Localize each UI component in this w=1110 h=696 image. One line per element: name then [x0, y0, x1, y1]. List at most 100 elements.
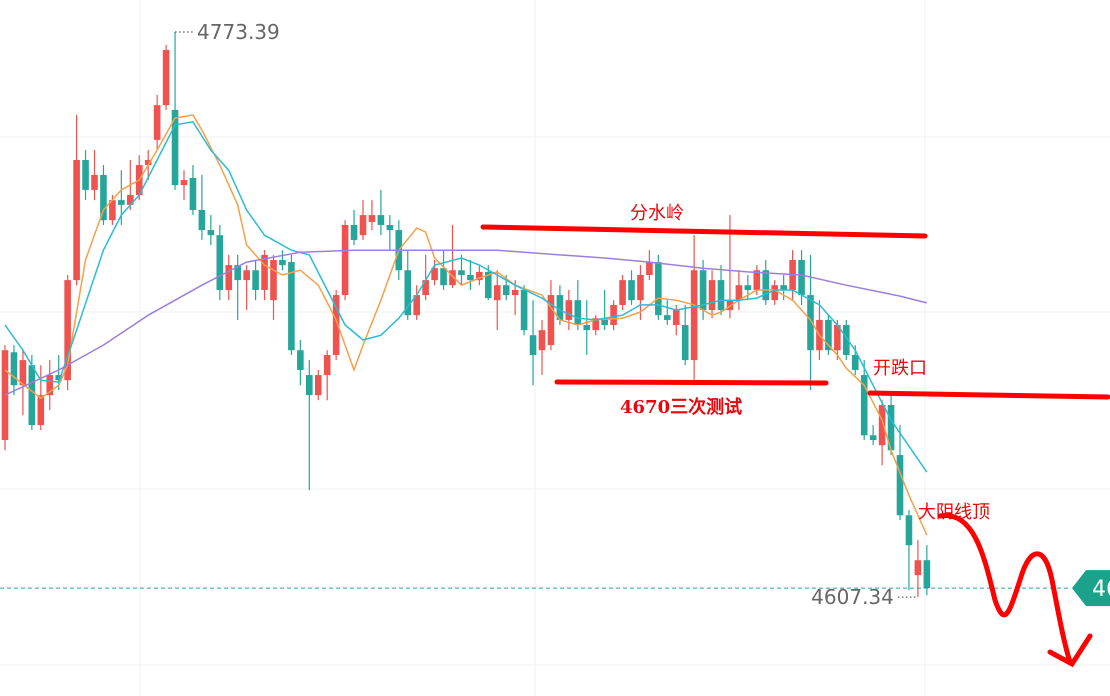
- candle-body: [64, 280, 71, 381]
- candle-body: [288, 262, 295, 351]
- candle-body: [19, 360, 27, 386]
- annotations: 分水岭 开跌口 4670三次测试 大阴线顶: [480, 203, 1110, 668]
- candle-body: [297, 350, 304, 370]
- candle-body: [162, 50, 170, 106]
- candle-body: [377, 215, 385, 225]
- candle-body: [91, 174, 98, 190]
- candle-body: [458, 270, 465, 275]
- min-label: 4607.34: [811, 585, 894, 609]
- candle-body: [744, 285, 752, 290]
- candle-body: [216, 235, 224, 290]
- candle-body: [279, 260, 286, 266]
- candle-body: [493, 285, 501, 301]
- candle-body: [834, 325, 841, 351]
- candle-body: [851, 354, 859, 370]
- candle-body: [252, 270, 259, 290]
- candle-body: [878, 405, 886, 446]
- candle-body: [565, 300, 573, 320]
- candle-body: [306, 375, 313, 396]
- candle-body: [637, 274, 644, 301]
- candle-body: [780, 285, 787, 290]
- candle-body: [547, 295, 555, 346]
- candle-body: [672, 310, 680, 326]
- candle-body: [10, 352, 18, 386]
- candle-body: [153, 105, 161, 140]
- candle-body: [538, 330, 546, 351]
- candle-body: [681, 325, 689, 361]
- candle-body: [118, 200, 125, 205]
- moving-average: [4, 114, 928, 536]
- candle-body: [109, 200, 116, 221]
- candle-body: [762, 270, 770, 301]
- candle-body: [55, 375, 62, 381]
- candle-body: [467, 274, 474, 281]
- arrow-head: [1047, 633, 1093, 668]
- candle-body: [323, 354, 331, 376]
- candle-body: [619, 280, 626, 305]
- last-price-label: 4610: [1092, 577, 1110, 602]
- candle-body: [198, 209, 206, 231]
- candle-body: [225, 265, 233, 290]
- candle-body: [243, 270, 250, 281]
- arrow: [937, 513, 1073, 665]
- candle-body: [404, 270, 412, 316]
- candle-body: [350, 224, 358, 240]
- candle-body: [574, 300, 582, 326]
- candle-body: [807, 295, 814, 351]
- candle-body: [923, 560, 931, 589]
- candle-body: [869, 435, 877, 441]
- candle-body: [46, 375, 54, 396]
- candle-body: [431, 268, 438, 281]
- candle-body: [914, 560, 922, 576]
- candle-body: [73, 159, 80, 281]
- candle-body: [690, 270, 698, 361]
- candle-body: [341, 224, 349, 296]
- candle-body: [422, 280, 429, 296]
- annotation-line: [554, 379, 829, 386]
- candle-body: [359, 215, 367, 236]
- candle-body: [37, 395, 45, 426]
- candle-body: [896, 455, 904, 516]
- candle-body: [664, 315, 671, 320]
- candle-body: [646, 262, 653, 275]
- candle-body: [270, 260, 277, 301]
- candle-body: [699, 270, 707, 311]
- annotation-line: [867, 390, 1110, 400]
- candle-body: [798, 260, 805, 296]
- candle-body: [1, 350, 9, 441]
- candle-body: [655, 262, 662, 316]
- last-price-tag: [1072, 570, 1110, 607]
- candle-body: [502, 285, 510, 296]
- candle-body: [261, 254, 268, 290]
- candle-body: [520, 289, 528, 331]
- candle-body: [708, 280, 716, 311]
- moving-average: [4, 120, 928, 473]
- candle-body: [332, 295, 340, 355]
- candle-body: [726, 300, 734, 311]
- candle-body: [440, 268, 447, 286]
- moving-average: [4, 249, 927, 396]
- max-label: 4773.39: [197, 20, 280, 44]
- candle-body: [592, 318, 599, 331]
- candle-body: [314, 375, 322, 396]
- candle-body: [887, 405, 895, 451]
- candle-body: [189, 177, 197, 210]
- candle-body: [843, 325, 850, 355]
- candle-body: [583, 325, 591, 331]
- annotation-line: [480, 224, 928, 239]
- candle-body: [825, 319, 832, 351]
- annotation: 大阴线顶: [918, 502, 990, 523]
- candle-body: [529, 335, 537, 355]
- candle-body: [28, 365, 36, 426]
- annotation: 4670三次测试: [620, 396, 742, 418]
- candle-body: [368, 215, 376, 222]
- candle-body: [234, 265, 241, 281]
- candle-body: [100, 174, 107, 221]
- candle-body: [180, 180, 188, 186]
- candle-body: [386, 224, 394, 231]
- candle-body: [485, 271, 492, 299]
- candle-body: [82, 159, 89, 190]
- candle-body: [171, 109, 179, 186]
- candle-body: [413, 295, 420, 316]
